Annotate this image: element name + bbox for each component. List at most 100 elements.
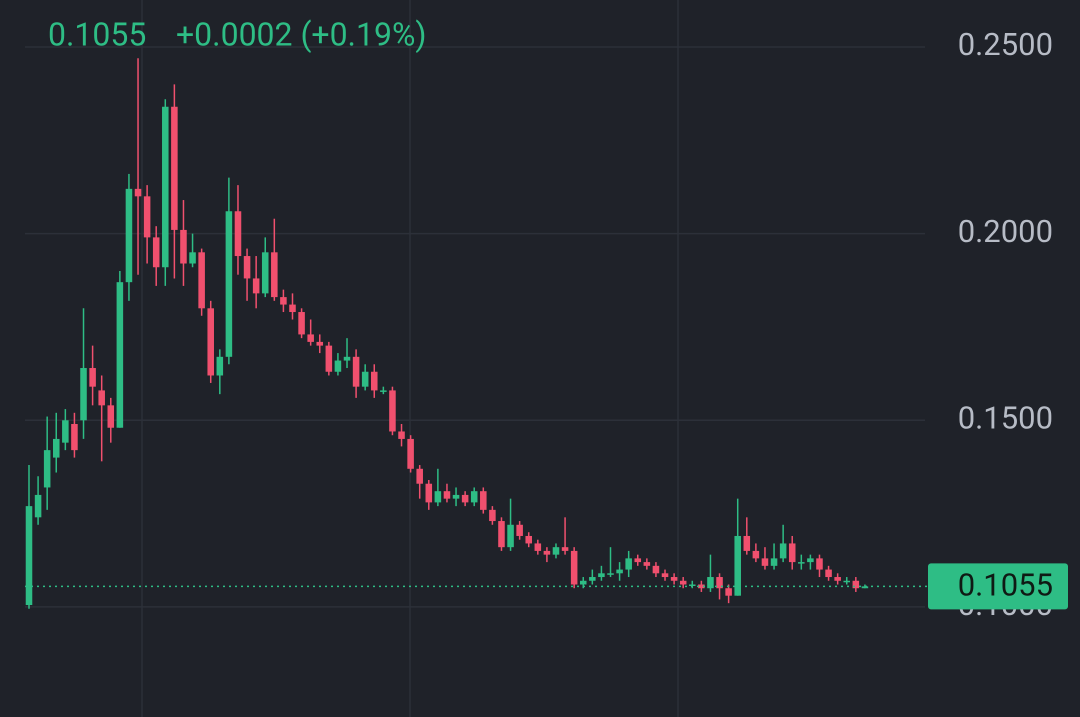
candle-body xyxy=(489,509,496,522)
candle-body xyxy=(316,341,324,346)
y-tick-label: 0.2500 xyxy=(958,26,1053,63)
candle-body xyxy=(52,438,60,458)
candle-body xyxy=(71,424,78,451)
candle-body xyxy=(198,252,205,309)
candle-body xyxy=(498,521,505,548)
candle-body xyxy=(816,558,823,570)
candle-body xyxy=(716,577,723,589)
candle-body xyxy=(807,558,814,563)
candle-body xyxy=(325,345,333,372)
candle-body xyxy=(561,547,569,551)
candle-body xyxy=(825,569,832,578)
candle-body xyxy=(679,580,687,585)
candle-body xyxy=(152,237,160,268)
candle-body xyxy=(416,468,423,484)
candle-body xyxy=(607,573,614,575)
candle-body xyxy=(616,569,623,574)
price-change: +0.0002 (+0.19%) xyxy=(176,15,427,53)
candle-body xyxy=(307,334,314,342)
candle-body xyxy=(43,450,51,488)
candle-body xyxy=(461,494,469,503)
candle-body xyxy=(452,494,460,499)
candle-body xyxy=(525,535,533,544)
last-price-label: 0.1055 xyxy=(958,567,1053,604)
candle-body xyxy=(425,483,433,503)
candle-body xyxy=(252,278,260,294)
candle-body xyxy=(798,562,805,564)
candle-body xyxy=(234,211,242,257)
candle-body xyxy=(243,256,251,279)
candle-body xyxy=(116,282,124,428)
candle-body xyxy=(534,543,542,551)
candle-body xyxy=(761,558,769,566)
candle-body xyxy=(370,371,378,391)
candle-body xyxy=(480,491,487,510)
last-price-header: 0.1055 xyxy=(48,15,146,53)
candle-body xyxy=(389,390,396,432)
candle-body xyxy=(689,584,696,586)
y-tick-label: 0.1500 xyxy=(958,399,1053,436)
candle-body xyxy=(261,252,269,294)
last-price-box xyxy=(928,563,1068,610)
candle-body xyxy=(670,577,678,581)
candle-body xyxy=(280,297,287,305)
y-tick-label: 0.2000 xyxy=(958,213,1053,250)
candles xyxy=(25,58,869,609)
candle-body xyxy=(443,491,451,499)
candle-body xyxy=(134,188,142,197)
candle-body xyxy=(734,535,741,596)
candle-body xyxy=(852,580,860,589)
candle-body xyxy=(661,573,669,578)
candle-body xyxy=(298,312,305,335)
candle-body xyxy=(861,586,869,589)
candle-body xyxy=(843,580,851,583)
candle-body xyxy=(34,494,42,518)
candle-body xyxy=(107,405,115,428)
candle-body xyxy=(570,550,578,585)
candle-body xyxy=(788,543,796,563)
candle-body xyxy=(698,584,705,589)
candle-body xyxy=(770,558,778,566)
candle-body xyxy=(343,356,351,361)
candle-body xyxy=(516,524,523,536)
candle-body xyxy=(507,524,514,548)
candle-body xyxy=(380,390,387,392)
candle-body xyxy=(98,390,105,406)
candle-body xyxy=(334,360,342,372)
candle-body xyxy=(470,491,478,503)
candle-body xyxy=(207,308,214,376)
candle-body xyxy=(634,558,642,563)
candle-body xyxy=(625,558,632,570)
candle-body xyxy=(125,188,133,283)
candle-body xyxy=(834,577,841,581)
candle-body xyxy=(89,368,96,387)
candle-body xyxy=(189,252,196,264)
candle-body xyxy=(216,356,224,376)
candle-body xyxy=(434,491,442,503)
candle-body xyxy=(743,535,751,551)
candle-body xyxy=(643,562,651,566)
candle-body xyxy=(543,550,551,555)
candle-body xyxy=(725,588,732,596)
candle-body xyxy=(407,438,414,469)
candle-body xyxy=(171,106,178,230)
candle-body xyxy=(752,550,760,559)
candle-body xyxy=(589,577,596,581)
candle-body xyxy=(707,577,714,589)
candle-body xyxy=(552,547,560,555)
candle-body xyxy=(225,211,233,357)
candle-body xyxy=(289,304,296,313)
candle-body xyxy=(25,506,33,606)
candle-body xyxy=(62,420,69,443)
candle-body xyxy=(162,106,169,268)
candle-body xyxy=(652,565,660,574)
candle-body xyxy=(398,431,405,439)
candle-body xyxy=(352,356,360,387)
candle-body xyxy=(598,573,605,578)
candle-body xyxy=(579,580,587,585)
candle-body xyxy=(779,543,787,559)
